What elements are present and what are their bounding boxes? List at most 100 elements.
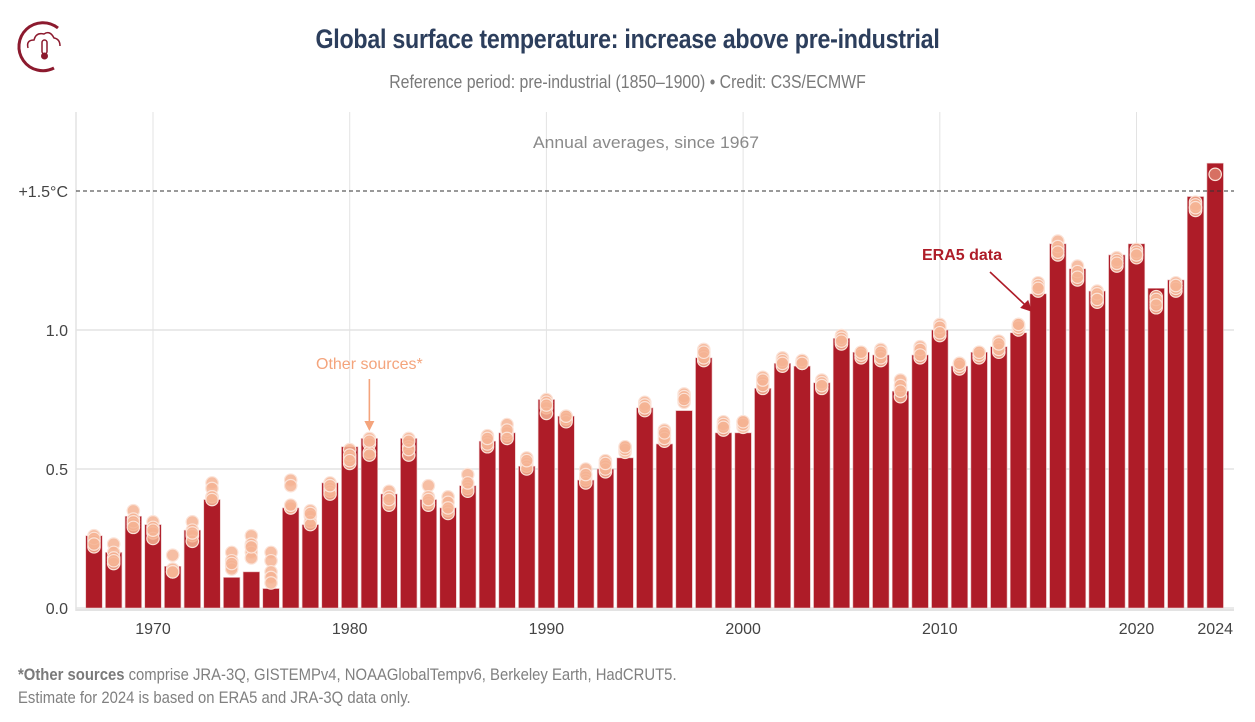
dot-2008 [893,384,908,398]
axis-layer: 0.0 0.5 1.0 +1.5°C 1970 1980 1990 2000 2010 2020 2… [18,184,1234,638]
bar-layer [85,162,1224,609]
bar-2024 [1206,162,1224,609]
bar-2008 [891,390,910,609]
footnote-2024: Estimate for 2024 is based on ERA5 and J… [18,689,411,707]
dot-1969 [126,520,141,535]
cloud-thermometer-icon [17,21,61,73]
dot-1977 [283,478,298,493]
dot-1994 [618,439,632,454]
bar-1991 [557,415,575,609]
panel-title: Annual averages, since 1967 [533,133,759,152]
other-sources-annotation-label: Other sources* [316,356,423,373]
dot-1978 [303,506,318,521]
dot-1988 [500,431,514,446]
other-sources-arrowhead-icon [364,421,375,431]
bar-1993 [596,468,614,609]
dot-layer [87,167,1222,590]
bar-1985 [439,507,457,609]
dot-2011 [952,356,967,371]
bar-2010 [931,329,949,609]
dot-1971 [165,565,180,579]
dot-1990 [539,398,554,412]
dot-1970 [146,523,160,537]
bar-1977 [282,507,300,609]
bar-1994 [616,457,634,609]
dot-1981 [362,448,377,462]
bar-1997 [675,410,693,609]
bar-2019 [1108,254,1126,609]
dot-1993 [598,456,613,471]
dot-1975 [244,540,259,554]
era5-annotation-label: ERA5 data [922,247,1002,264]
dot-1968 [106,553,121,568]
dot-1985 [441,501,455,515]
dot-1987 [480,431,495,446]
bar-2016 [1049,243,1067,609]
y-tick-label: 0.5 [46,462,68,479]
dot-1983 [401,434,416,448]
dot-1984 [421,492,436,507]
dot-1997 [677,392,691,407]
dot-2012 [972,345,986,360]
x-tick-label: 2024 [1197,621,1233,638]
era5-annotation-arrow-line [989,271,1027,307]
dot-2024 [1208,167,1222,182]
dot-1977 [283,498,298,512]
y-tick-label: +1.5°C [18,184,68,201]
bar-2011 [950,365,969,609]
x-tick-label: 2000 [725,621,761,638]
bar-1983 [400,438,418,609]
chart-title: Global surface temperature: increase abo… [315,24,940,54]
bar-2012 [970,351,988,609]
x-tick-label: 1970 [135,621,171,638]
footnote-rest: comprise JRA-3Q, GISTEMPv4, NOAAGlobalTe… [124,666,677,684]
bar-2014 [1009,332,1028,609]
dot-2010 [933,325,947,340]
dot-2001 [755,373,770,387]
dot-1996 [657,426,672,440]
x-tick-label: 1980 [332,621,368,638]
dot-1972 [185,526,200,540]
y-tick-label: 1.0 [46,323,68,340]
dot-2004 [814,378,829,393]
dot-2013 [992,337,1006,351]
bar-2018 [1088,290,1106,609]
dot-1986 [460,476,475,490]
bar-1988 [498,432,516,609]
bar-2001 [754,388,772,609]
bar-1999 [714,432,732,609]
era5-arrowhead-icon [1020,299,1033,312]
annotation-layer: ERA5 data Other sources* [316,247,1033,431]
dot-1980 [342,453,357,468]
dot-2014 [1011,317,1026,332]
x-tick-label: 2020 [1119,621,1155,638]
dot-2007 [873,345,888,360]
dot-2006 [854,345,868,360]
bar-2021 [1147,287,1165,609]
dot-1982 [382,492,396,507]
y-tick-label: 0.0 [46,601,68,618]
dot-2019 [1110,256,1124,271]
dot-1999 [716,420,731,435]
bar-1974 [223,577,241,609]
dot-1989 [519,453,534,468]
bar-1981 [360,438,378,609]
dot-2017 [1070,270,1085,284]
dot-2002 [775,356,790,371]
bar-1976 [262,588,280,609]
x-tick-label: 1990 [529,621,565,638]
bar-1989 [518,465,536,609]
bar-1998 [695,357,713,609]
bar-1980 [341,446,359,609]
dot-2003 [795,356,809,371]
dot-2015 [1031,281,1045,296]
bar-1992 [577,479,595,609]
dot-1967 [87,537,101,551]
bar-2017 [1068,268,1087,609]
bar-2015 [1029,293,1047,609]
bar-1987 [478,440,496,609]
bar-1996 [655,443,673,609]
dot-2020 [1129,248,1144,262]
dot-2021 [1149,298,1163,312]
